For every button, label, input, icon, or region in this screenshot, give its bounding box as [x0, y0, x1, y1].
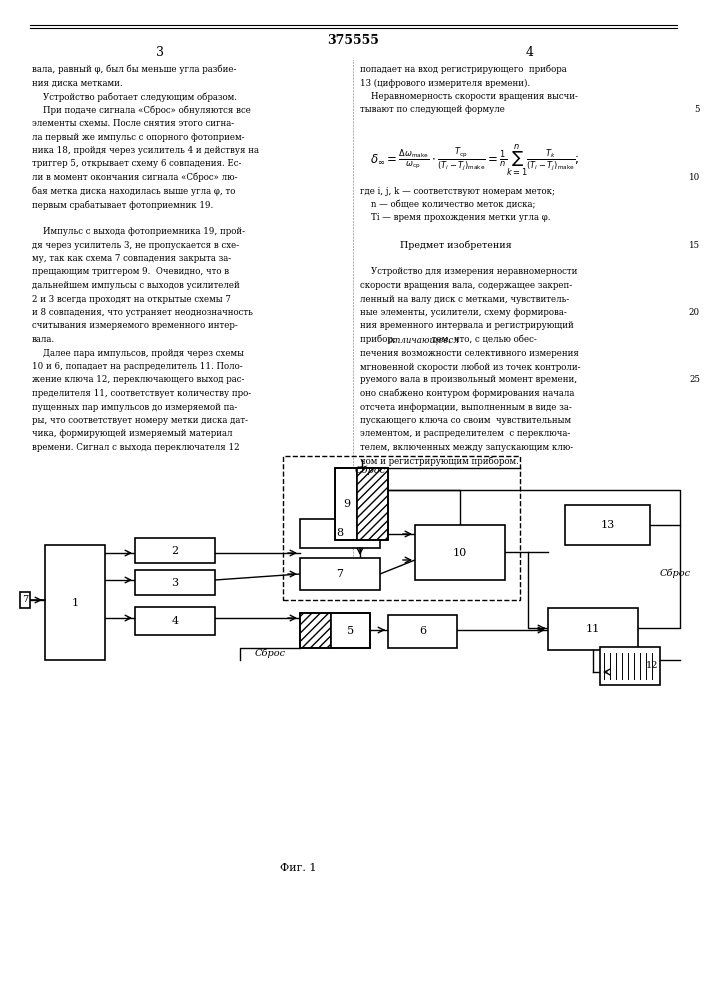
Text: Сброс: Сброс: [255, 648, 286, 658]
Text: ные элементы, усилители, схему формирова-: ные элементы, усилители, схему формирова…: [360, 308, 567, 317]
Text: пущенных пар импульсов до измеряемой па-: пущенных пар импульсов до измеряемой па-: [32, 402, 238, 412]
Text: пускающего ключа со своим  чувствительным: пускающего ключа со своим чувствительным: [360, 416, 571, 425]
Text: первым срабатывает фотоприемник 19.: первым срабатывает фотоприемник 19.: [32, 200, 214, 210]
Bar: [388, 615, 457, 648]
Bar: [415, 525, 505, 580]
Bar: [335, 468, 357, 540]
Text: Фиг. 1: Фиг. 1: [280, 863, 317, 873]
Text: жение ключа 12, переключающего выход рас-: жение ключа 12, переключающего выход рас…: [32, 375, 245, 384]
Text: руемого вала в произвольный момент времени,: руемого вала в произвольный момент време…: [360, 375, 577, 384]
Text: 4: 4: [526, 45, 534, 58]
Text: 11: 11: [586, 624, 600, 634]
Text: вала.: вала.: [32, 335, 55, 344]
Bar: [335, 468, 388, 540]
Text: пределителя 11, соответствует количеству про-: пределителя 11, соответствует количеству…: [32, 389, 251, 398]
Text: 20: 20: [689, 308, 700, 317]
Text: 7: 7: [22, 595, 28, 604]
Text: 7: 7: [337, 569, 344, 579]
Bar: [565, 505, 650, 545]
Text: 13 (цифрового измерителя времени).: 13 (цифрового измерителя времени).: [360, 79, 530, 88]
Text: ли в момент окончания сигнала «Сброс» лю-: ли в момент окончания сигнала «Сброс» лю…: [32, 173, 238, 182]
Text: 10 и 6, попадает на распределитель 11. Поло-: 10 и 6, попадает на распределитель 11. П…: [32, 362, 243, 371]
Text: ленный на валу диск с метками, чувствитель-: ленный на валу диск с метками, чувствите…: [360, 294, 569, 304]
Text: попадает на вход регистрирующего  прибора: попадает на вход регистрирующего прибора: [360, 65, 567, 75]
Text: Неравномерность скорости вращения высчи-: Неравномерность скорости вращения высчи-: [360, 92, 578, 101]
Text: n — общее количество меток диска;: n — общее количество меток диска;: [360, 200, 535, 209]
Bar: [135, 607, 215, 635]
Text: прещающим триггером 9.  Очевидно, что в: прещающим триггером 9. Очевидно, что в: [32, 267, 229, 276]
Text: оно снабжено контуром формирования начала: оно снабжено контуром формирования начал…: [360, 389, 574, 398]
Text: дя через усилитель 3, не пропускается в схе-: дя через усилитель 3, не пропускается в …: [32, 240, 239, 249]
Text: 1: 1: [71, 597, 78, 607]
Bar: [20, 592, 30, 608]
Text: Сброс: Сброс: [660, 568, 691, 578]
Text: 25: 25: [689, 375, 700, 384]
Text: 4: 4: [171, 616, 179, 626]
Text: Сброс: Сброс: [355, 466, 386, 475]
Text: отсчета информации, выполненным в виде за-: отсчета информации, выполненным в виде з…: [360, 402, 572, 412]
Text: чика, формирующей измеряемый материал: чика, формирующей измеряемый материал: [32, 430, 233, 438]
Text: мгновенной скорости любой из точек контроли-: мгновенной скорости любой из точек контр…: [360, 362, 580, 371]
Text: Устройство работает следующим образом.: Устройство работает следующим образом.: [32, 92, 237, 102]
Bar: [300, 519, 380, 548]
Text: 9: 9: [343, 499, 350, 509]
Text: времени. Сигнал с выхода переключателя 12: времени. Сигнал с выхода переключателя 1…: [32, 443, 240, 452]
Bar: [300, 558, 380, 590]
Text: элементом, и распределителем  с переключа-: элементом, и распределителем с переключа…: [360, 430, 571, 438]
Text: 3: 3: [156, 45, 164, 58]
Text: Далее пара импульсов, пройдя через схемы: Далее пара импульсов, пройдя через схемы: [32, 349, 244, 358]
Text: ния диска метками.: ния диска метками.: [32, 79, 122, 88]
Text: ника 18, пройдя через усилитель 4 и действуя на: ника 18, пройдя через усилитель 4 и дейс…: [32, 146, 259, 155]
Text: Устройство для измерения неравномерности: Устройство для измерения неравномерности: [360, 267, 578, 276]
Text: чом и регистрирующим прибором.: чом и регистрирующим прибором.: [360, 456, 519, 466]
Text: прибор,: прибор,: [360, 335, 399, 344]
Text: бая метка диска находилась выше угла φ, то: бая метка диска находилась выше угла φ, …: [32, 186, 235, 196]
Text: Предмет изобретения: Предмет изобретения: [400, 240, 512, 250]
Text: телем, включенных между запускающим клю-: телем, включенных между запускающим клю-: [360, 443, 573, 452]
Text: ры, что соответствует номеру метки диска дат-: ры, что соответствует номеру метки диска…: [32, 416, 248, 425]
Text: 10: 10: [689, 173, 700, 182]
Text: ния временного интервала и регистрирующий: ния временного интервала и регистрирующи…: [360, 322, 574, 330]
Text: 2 и 3 всегда проходят на открытые схемы 7: 2 и 3 всегда проходят на открытые схемы …: [32, 294, 231, 304]
Bar: [135, 538, 215, 563]
Text: 6: 6: [419, 626, 426, 637]
Bar: [548, 608, 638, 650]
Text: 3: 3: [171, 578, 179, 587]
Bar: [135, 570, 215, 595]
Text: 13: 13: [600, 520, 614, 530]
Text: При подаче сигнала «Сброс» обнуляются все: При подаче сигнала «Сброс» обнуляются вс…: [32, 105, 251, 115]
Text: $\delta_\infty = \frac{\Delta\omega_{\rm{make}}}{\omega_{\rm{cp}}} \cdot \frac{T: $\delta_\infty = \frac{\Delta\omega_{\rm…: [370, 142, 579, 178]
Bar: [283, 456, 520, 600]
Text: 2: 2: [171, 546, 179, 556]
Text: 12: 12: [645, 662, 658, 670]
Text: отличающееся: отличающееся: [387, 335, 460, 344]
Text: Ti — время прохождения метки угла φ.: Ti — время прохождения метки угла φ.: [360, 214, 551, 223]
Text: ла первый же импульс с опорного фотоприем-: ла первый же импульс с опорного фотоприе…: [32, 132, 245, 141]
Text: вала, равный φ, был бы меньше угла разбие-: вала, равный φ, был бы меньше угла разби…: [32, 65, 236, 75]
Text: 5: 5: [347, 626, 354, 636]
Bar: [45, 545, 105, 660]
Bar: [357, 468, 388, 540]
Text: считывания измеряемого временного интер-: считывания измеряемого временного интер-: [32, 322, 238, 330]
Text: му, так как схема 7 совпадения закрыта за-: му, так как схема 7 совпадения закрыта з…: [32, 254, 231, 263]
Bar: [300, 613, 332, 648]
Text: 10: 10: [453, 548, 467, 558]
Bar: [300, 613, 370, 648]
Text: 5: 5: [694, 105, 700, 114]
Text: 375555: 375555: [327, 33, 379, 46]
Text: триггер 5, открывает схему 6 совпадения. Ес-: триггер 5, открывает схему 6 совпадения.…: [32, 159, 241, 168]
Text: скорости вращения вала, содержащее закреп-: скорости вращения вала, содержащее закре…: [360, 281, 572, 290]
Text: элементы схемы. После снятия этого сигна-: элементы схемы. После снятия этого сигна…: [32, 119, 234, 128]
Bar: [332, 613, 370, 648]
Text: дальнейшем импульсы с выходов усилителей: дальнейшем импульсы с выходов усилителей: [32, 281, 240, 290]
Text: и 8 совпадения, что устраняет неоднозначность: и 8 совпадения, что устраняет неоднознач…: [32, 308, 253, 317]
Text: 15: 15: [689, 240, 700, 249]
Text: тем, что, с целью обес-: тем, что, с целью обес-: [429, 335, 537, 344]
Text: 8: 8: [337, 528, 344, 538]
Text: печения возможности селективного измерения: печения возможности селективного измерен…: [360, 349, 579, 358]
Text: тывают по следующей формуле: тывают по следующей формуле: [360, 105, 505, 114]
Text: Импульс с выхода фотоприемника 19, прой-: Импульс с выхода фотоприемника 19, прой-: [32, 227, 245, 236]
Text: где i, j, k — соответствуют номерам меток;: где i, j, k — соответствуют номерам мето…: [360, 186, 555, 196]
Bar: [600, 647, 660, 685]
